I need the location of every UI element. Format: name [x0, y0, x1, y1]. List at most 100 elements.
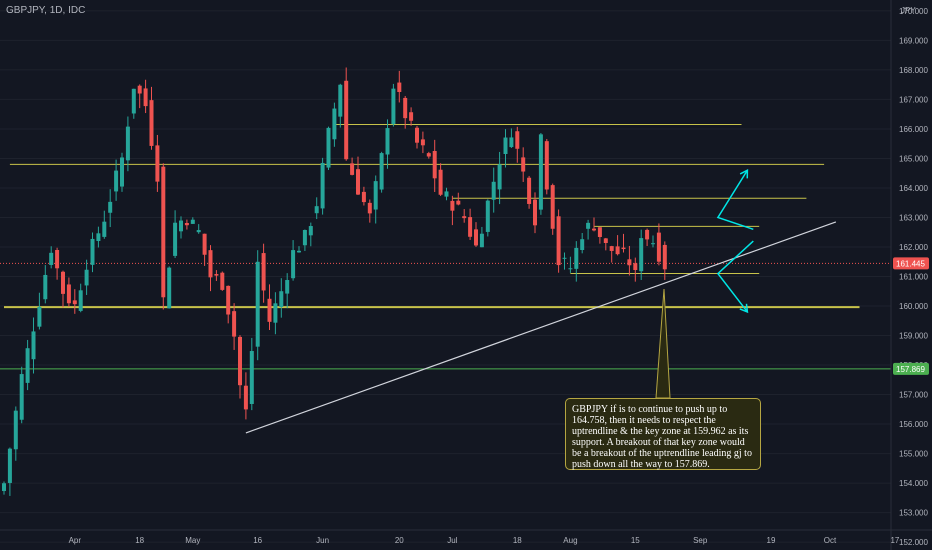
- candle-body: [13, 410, 18, 450]
- candle-body: [456, 200, 461, 205]
- candle-body: [580, 239, 585, 250]
- candle-body: [297, 250, 301, 253]
- candle-body: [137, 85, 142, 94]
- candle-body: [125, 126, 130, 161]
- candle-body: [55, 249, 60, 269]
- uptrend-line: [245, 221, 837, 434]
- candle-body: [149, 100, 154, 146]
- candle-body: [415, 127, 419, 143]
- y-tick-label: 155.000: [899, 450, 928, 459]
- price-badge-label: 161.445: [896, 259, 925, 268]
- y-tick-label: 164.000: [899, 184, 928, 193]
- y-tick-label: 156.000: [899, 420, 928, 429]
- candle-body: [108, 201, 113, 213]
- candle-body: [497, 164, 502, 190]
- x-tick-label: Jul: [447, 536, 457, 545]
- x-tick-label: 19: [767, 536, 776, 545]
- y-tick-label: 162.000: [899, 243, 928, 252]
- candle-body: [586, 222, 591, 229]
- candle-body: [167, 267, 172, 309]
- candle-body: [202, 233, 207, 255]
- candle-body: [403, 97, 408, 119]
- symbol-title[interactable]: GBPJPY, 1D, IDC: [6, 5, 86, 16]
- candle-body: [367, 202, 372, 214]
- candle-body: [143, 88, 148, 107]
- candle-body: [255, 261, 260, 347]
- candle-body: [2, 483, 6, 492]
- x-tick-label: 16: [253, 536, 262, 545]
- x-tick-label: 18: [513, 536, 522, 545]
- down-arrow: [716, 240, 754, 313]
- candle-body: [391, 88, 396, 125]
- candle-body: [155, 145, 160, 182]
- candle-body: [397, 82, 402, 92]
- y-tick-label: 167.000: [899, 95, 928, 104]
- candle-body: [651, 243, 655, 245]
- y-tick-label: 165.000: [899, 154, 928, 163]
- x-tick-label: May: [185, 536, 200, 545]
- price-labels: 161.445 157.869: [893, 257, 929, 375]
- candle-body: [208, 250, 213, 278]
- candle-body: [120, 157, 124, 187]
- y-tick-label: 159.000: [899, 332, 928, 341]
- candle-body: [574, 247, 579, 269]
- candle-body: [232, 311, 237, 337]
- candle-body: [273, 303, 278, 323]
- candle-body: [426, 153, 431, 157]
- candle-body: [314, 206, 319, 214]
- candle-body: [102, 221, 107, 237]
- y-tick-label: 152.000: [899, 538, 928, 547]
- candle-body: [627, 259, 632, 266]
- candle-body: [533, 199, 537, 226]
- candle-body: [261, 253, 266, 291]
- candle-body: [409, 112, 414, 121]
- annotation-callout: GBPJPY if is to continue to push up to 1…: [565, 398, 761, 470]
- candle-body: [503, 137, 508, 155]
- price-axis[interactable]: 152.000 153.000 154.000 155.000 156.000 157.0…: [899, 7, 928, 547]
- candle-body: [645, 229, 650, 240]
- drawings: [245, 169, 837, 434]
- candle-body: [485, 200, 490, 232]
- candle-body: [243, 385, 248, 410]
- candle-body: [603, 238, 608, 244]
- candle-body: [179, 220, 183, 232]
- candle-body: [19, 374, 24, 420]
- candle-body: [249, 351, 254, 404]
- currency-label: JPY: [901, 6, 916, 15]
- candle-body: [538, 134, 543, 210]
- candle-body: [7, 448, 12, 483]
- candle-body: [238, 336, 242, 386]
- x-tick-label: Apr: [69, 536, 82, 545]
- candle-body: [114, 170, 119, 192]
- candle-body: [196, 230, 201, 233]
- candle-body: [639, 238, 644, 272]
- candle-body: [279, 291, 284, 308]
- candle-body: [184, 222, 189, 226]
- candle-body: [131, 88, 136, 114]
- candle-body: [326, 127, 331, 168]
- time-axis[interactable]: Apr 18 May 16 Jun 20 Jul 18 Aug 15 Sep 19 Oct 17: [69, 536, 900, 545]
- x-tick-label: Oct: [824, 536, 837, 545]
- candle-body: [361, 191, 366, 203]
- x-tick-label: Sep: [693, 536, 708, 545]
- y-tick-label: 153.000: [899, 509, 928, 518]
- y-tick-label: 161.000: [899, 273, 928, 282]
- candle-body: [226, 285, 231, 315]
- candle-body: [556, 216, 561, 266]
- y-tick-label: 160.000: [899, 302, 928, 311]
- x-tick-label: 20: [395, 536, 404, 545]
- candle-body: [468, 217, 473, 237]
- candle-body: [61, 271, 65, 294]
- candle-body: [544, 141, 549, 190]
- price-badge: [893, 257, 929, 270]
- grid: [0, 10, 891, 543]
- y-tick-label: 154.000: [899, 479, 928, 488]
- candle-body: [291, 250, 296, 279]
- candle-body: [350, 163, 355, 175]
- candle-body: [662, 244, 667, 270]
- candle-body: [90, 238, 95, 265]
- candle-body: [190, 219, 195, 224]
- candle-body: [37, 306, 42, 327]
